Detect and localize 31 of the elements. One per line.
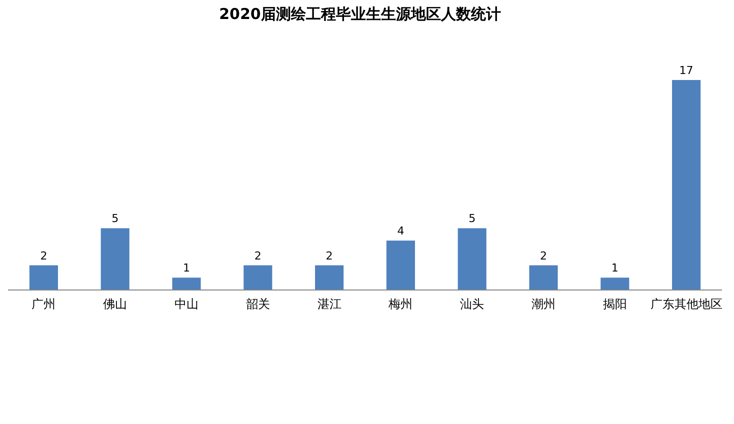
x-tick-label: 佛山 (103, 297, 128, 311)
bar (386, 240, 415, 290)
x-tick-label: 湛江 (317, 297, 342, 311)
bar (244, 265, 272, 290)
x-tick-label: 广州 (32, 297, 56, 311)
bar (458, 228, 486, 290)
bar (672, 80, 701, 290)
x-tick-label: 揭阳 (602, 297, 627, 311)
x-tick-label: 梅州 (388, 297, 413, 311)
x-tick-label: 广东其他地区 (650, 297, 722, 311)
bar (529, 265, 558, 290)
data-label: 2 (40, 249, 48, 262)
bar (600, 278, 630, 290)
x-tick-label: 中山 (174, 297, 198, 311)
bar (29, 265, 58, 290)
data-label: 2 (326, 249, 333, 262)
data-label: 5 (112, 212, 119, 226)
chart-title: 2020届测绘工程毕业生生源地区人数统计 (219, 5, 501, 23)
data-label: 17 (679, 64, 694, 77)
data-label: 2 (540, 249, 547, 262)
data-label: 2 (254, 249, 262, 262)
data-label: 4 (397, 224, 404, 238)
data-label: 5 (468, 212, 476, 226)
data-label: 1 (183, 262, 190, 275)
x-tick-label: 汕头 (460, 297, 484, 311)
bar (100, 228, 130, 290)
x-tick-label: 潮州 (532, 297, 556, 311)
bar (315, 265, 344, 290)
x-tick-label: 韶关 (246, 297, 270, 311)
bar (172, 278, 201, 290)
data-label: 1 (611, 262, 618, 275)
